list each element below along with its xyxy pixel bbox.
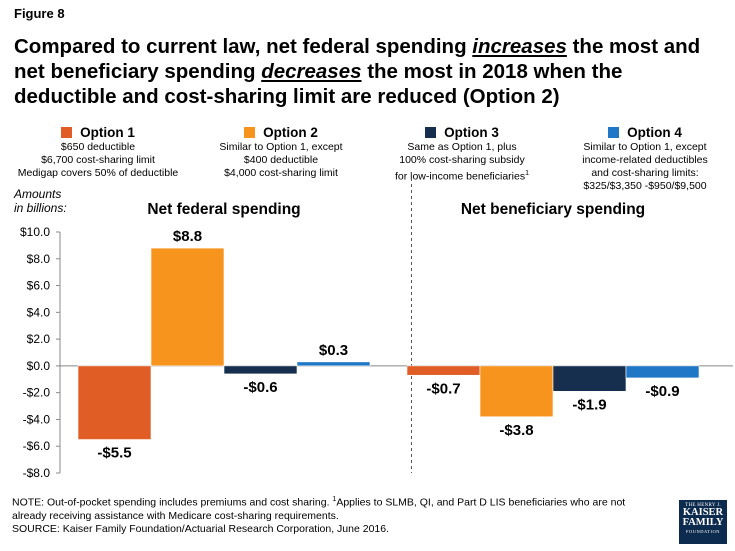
bar-option2-beneficiary — [479, 365, 554, 418]
y-axis-label: in billions: — [14, 201, 67, 215]
data-label: -$3.8 — [499, 422, 533, 439]
y-tick-label: $0.0 — [27, 359, 51, 373]
chart-title: Compared to current law, net federal spe… — [14, 35, 701, 108]
legend-item-option1: Option 1 $650 deductible $6,700 cost-sha… — [17, 125, 179, 179]
bar-option3-federal — [223, 365, 298, 375]
category-label: Net federal spending — [147, 201, 300, 218]
y-tick-label: -$2.0 — [23, 386, 51, 400]
y-tick-label: $6.0 — [27, 279, 51, 293]
data-label: $8.8 — [173, 228, 202, 245]
data-label: -$0.9 — [645, 383, 679, 400]
data-label: $0.3 — [319, 342, 348, 359]
bar-option2-federal — [150, 247, 225, 367]
y-tick-label: $8.0 — [27, 252, 51, 266]
data-label: -$0.7 — [426, 380, 460, 397]
legend-item-option3: Option 3 Same as Option 1, plus 100% cos… — [394, 125, 530, 183]
legend-swatch-option1 — [61, 127, 73, 138]
chart-note: NOTE: Out-of-pocket spending includes pr… — [12, 493, 662, 536]
bar-option3-beneficiary — [552, 365, 627, 392]
legend-swatch-option3 — [425, 127, 437, 138]
bar-option4-federal — [296, 361, 371, 367]
y-tick-label: -$4.0 — [23, 412, 51, 426]
data-label: -$1.9 — [572, 396, 606, 413]
y-tick-label: $10.0 — [20, 225, 50, 239]
y-tick-label: -$6.0 — [23, 439, 51, 453]
data-label: -$5.5 — [97, 445, 131, 462]
kff-logo: THE HENRY J. KAISER FAMILY FOUNDATION — [679, 500, 727, 544]
y-tick-label: -$8.0 — [23, 466, 51, 480]
legend-swatch-option4 — [608, 127, 620, 138]
title-emphasis-decreases: decreases — [261, 60, 362, 83]
data-label: -$0.6 — [243, 379, 277, 396]
legend-swatch-option2 — [244, 127, 256, 138]
category-label: Net beneficiary spending — [461, 201, 645, 218]
y-axis-label: Amounts — [13, 187, 61, 201]
y-tick-label: $2.0 — [27, 332, 51, 346]
figure-label: Figure 8 — [14, 6, 65, 21]
bar-option1-federal — [77, 365, 152, 440]
y-tick-label: $4.0 — [27, 305, 51, 319]
bar-option4-beneficiary — [625, 365, 700, 379]
legend-item-option4: Option 4 Similar to Option 1, except inc… — [582, 125, 708, 192]
bar-option1-beneficiary — [406, 365, 481, 376]
legend-item-option2: Option 2 Similar to Option 1, except $40… — [219, 125, 343, 179]
chart-source: SOURCE: Kaiser Family Foundation/Actuari… — [12, 522, 390, 535]
title-emphasis-increases: increases — [472, 35, 567, 58]
